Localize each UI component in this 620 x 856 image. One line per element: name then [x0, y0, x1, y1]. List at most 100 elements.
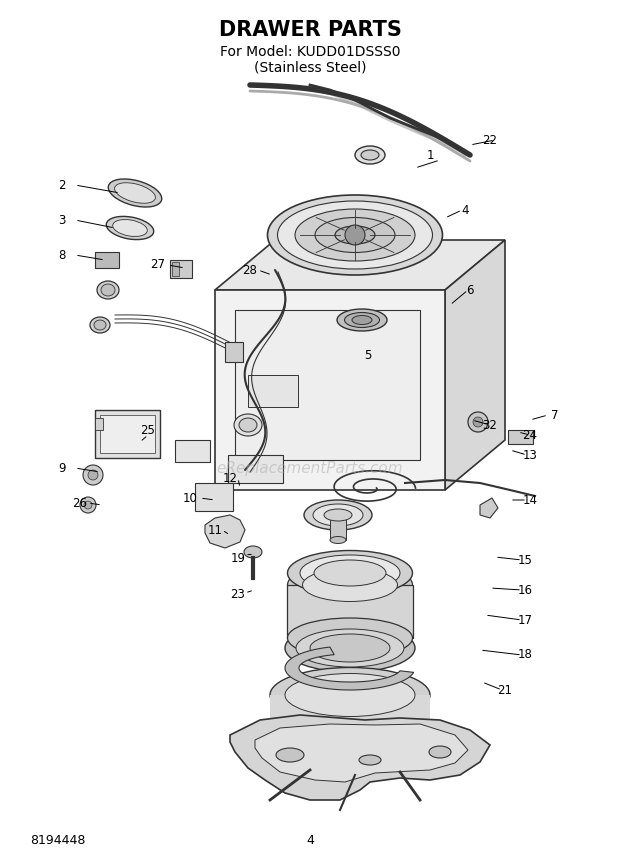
Ellipse shape — [108, 179, 162, 207]
Polygon shape — [215, 290, 445, 490]
Ellipse shape — [239, 418, 257, 432]
Text: 25: 25 — [141, 424, 156, 437]
Ellipse shape — [244, 546, 262, 558]
Bar — [195, 483, 233, 511]
Text: 21: 21 — [497, 683, 513, 697]
Text: 3: 3 — [58, 213, 66, 227]
Bar — [330, 515, 346, 540]
Polygon shape — [445, 240, 505, 490]
Text: 7: 7 — [551, 408, 559, 421]
Polygon shape — [230, 715, 490, 800]
Ellipse shape — [330, 537, 346, 544]
Text: 2: 2 — [58, 179, 66, 192]
Circle shape — [83, 465, 103, 485]
Bar — [228, 455, 283, 483]
Text: 28: 28 — [242, 264, 257, 276]
Ellipse shape — [300, 555, 400, 591]
Ellipse shape — [276, 748, 304, 762]
Text: 8194448: 8194448 — [30, 834, 86, 847]
Ellipse shape — [359, 755, 381, 765]
Ellipse shape — [345, 312, 379, 328]
Bar — [95, 410, 160, 458]
Ellipse shape — [352, 316, 372, 324]
Circle shape — [80, 497, 96, 513]
Polygon shape — [205, 515, 245, 548]
Ellipse shape — [429, 746, 451, 758]
Polygon shape — [285, 647, 414, 690]
Text: 8: 8 — [58, 248, 66, 261]
Text: 22: 22 — [482, 134, 497, 146]
Text: 5: 5 — [365, 348, 371, 361]
Text: 4: 4 — [306, 834, 314, 847]
Text: 1: 1 — [427, 148, 434, 162]
Text: 13: 13 — [523, 449, 538, 461]
Bar — [172, 262, 179, 276]
Text: 23: 23 — [231, 589, 246, 602]
Ellipse shape — [234, 414, 262, 436]
Ellipse shape — [267, 195, 443, 275]
Text: 9: 9 — [58, 461, 66, 474]
Ellipse shape — [315, 217, 395, 253]
Ellipse shape — [310, 634, 390, 662]
Ellipse shape — [288, 550, 412, 596]
Text: 14: 14 — [523, 494, 538, 507]
Circle shape — [84, 501, 92, 509]
Circle shape — [473, 417, 483, 427]
Ellipse shape — [90, 317, 110, 333]
Ellipse shape — [335, 226, 375, 244]
Polygon shape — [270, 695, 430, 720]
Bar — [508, 430, 533, 444]
Polygon shape — [215, 240, 505, 290]
Text: 4: 4 — [461, 204, 469, 217]
Ellipse shape — [97, 281, 119, 299]
Text: DRAWER PARTS: DRAWER PARTS — [219, 20, 401, 40]
Text: 19: 19 — [231, 551, 246, 564]
Text: 6: 6 — [466, 283, 474, 296]
Text: 10: 10 — [182, 491, 197, 504]
Ellipse shape — [115, 182, 156, 203]
Polygon shape — [287, 585, 413, 638]
Circle shape — [468, 412, 488, 432]
Text: For Model: KUDD01DSSS0: For Model: KUDD01DSSS0 — [219, 45, 401, 59]
Ellipse shape — [278, 201, 433, 269]
Text: 27: 27 — [151, 259, 166, 271]
Ellipse shape — [113, 219, 148, 236]
Bar — [225, 342, 243, 362]
Ellipse shape — [361, 150, 379, 160]
Text: 18: 18 — [518, 649, 533, 662]
Bar — [95, 252, 119, 268]
Text: (Stainless Steel): (Stainless Steel) — [254, 60, 366, 74]
Text: 12: 12 — [223, 472, 237, 484]
Text: 32: 32 — [482, 419, 497, 431]
Ellipse shape — [303, 568, 397, 602]
Ellipse shape — [285, 674, 415, 716]
Ellipse shape — [106, 217, 154, 240]
Circle shape — [345, 225, 365, 245]
Bar — [95, 418, 103, 430]
Ellipse shape — [296, 629, 404, 667]
Text: 17: 17 — [518, 614, 533, 627]
Text: 24: 24 — [523, 429, 538, 442]
Text: 16: 16 — [518, 584, 533, 597]
Bar — [100, 415, 155, 453]
Ellipse shape — [94, 320, 106, 330]
Text: eReplacementParts.com: eReplacementParts.com — [216, 461, 404, 475]
Ellipse shape — [288, 562, 412, 608]
Ellipse shape — [337, 309, 387, 331]
Text: 15: 15 — [518, 554, 533, 567]
Bar — [170, 260, 192, 278]
Text: 26: 26 — [73, 496, 87, 509]
Ellipse shape — [270, 668, 430, 722]
Ellipse shape — [288, 618, 412, 658]
Text: 11: 11 — [208, 524, 223, 537]
Ellipse shape — [324, 509, 352, 521]
Circle shape — [88, 470, 98, 480]
Polygon shape — [255, 724, 468, 782]
Ellipse shape — [285, 624, 415, 672]
Ellipse shape — [101, 284, 115, 296]
Ellipse shape — [314, 560, 386, 586]
Ellipse shape — [355, 146, 385, 164]
Bar — [248, 375, 298, 407]
Ellipse shape — [304, 500, 372, 530]
Polygon shape — [480, 498, 498, 518]
